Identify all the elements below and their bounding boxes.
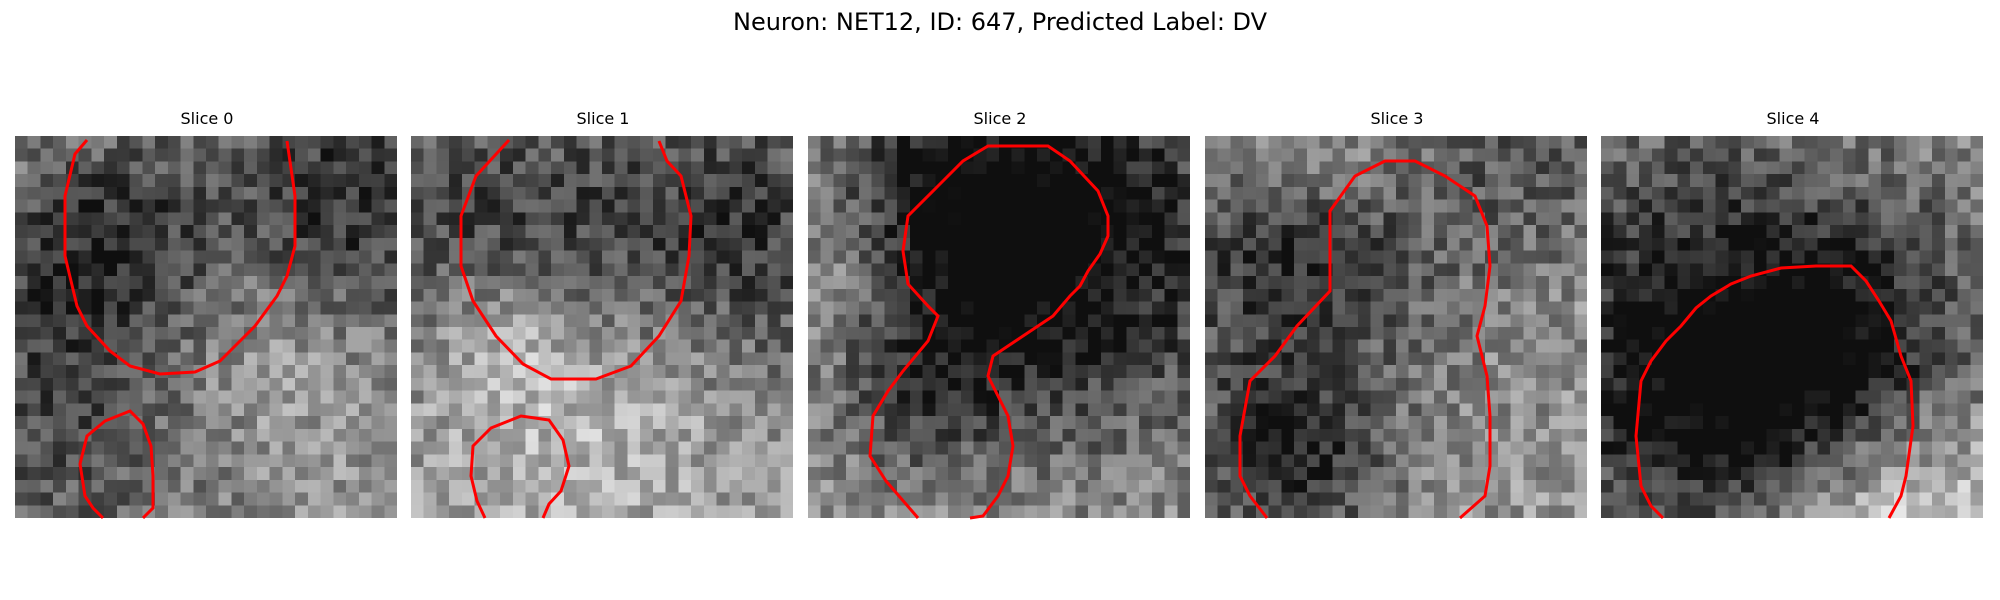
slice-image-frame [411,136,793,519]
roi-contour [459,138,693,381]
slice-title: Slice 1 [576,109,630,128]
microscopy-slice-image [411,136,793,518]
roi-contour-overlay [1634,264,1915,520]
roi-contour [469,414,571,519]
figure-title: Neuron: NET12, ID: 647, Predicted Label:… [732,8,1268,36]
slice-panel-2: Slice 2 [808,109,1192,520]
roi-contour [1238,159,1492,520]
roi-contour [868,144,1110,520]
slice-panel-0: Slice 0 [15,109,399,520]
roi-contour-overlay [1238,159,1492,520]
slice-image-frame [1601,136,1983,520]
slice-image-frame [15,136,397,520]
roi-contour-overlay [868,144,1110,520]
roi-contour [1634,264,1915,520]
slice-image-frame [1205,136,1587,520]
microscopy-slice-image [808,136,1190,518]
slice-panel-3: Slice 3 [1205,109,1589,520]
microscopy-slice-image [15,136,397,518]
roi-contour [78,409,155,520]
slice-image-frame [808,136,1190,520]
roi-contour [63,139,297,376]
slice-title: Slice 0 [180,109,234,128]
roi-contour-overlay [459,138,693,519]
slice-title: Slice 4 [1766,109,1820,128]
microscopy-slice-image [1601,136,1983,518]
slice-panel-4: Slice 4 [1601,109,1985,520]
roi-contour-overlay [63,139,297,520]
slice-title: Slice 3 [1370,109,1424,128]
slice-title: Slice 2 [973,109,1027,128]
slice-panel-1: Slice 1 [411,109,795,519]
microscopy-slice-image [1205,136,1587,518]
